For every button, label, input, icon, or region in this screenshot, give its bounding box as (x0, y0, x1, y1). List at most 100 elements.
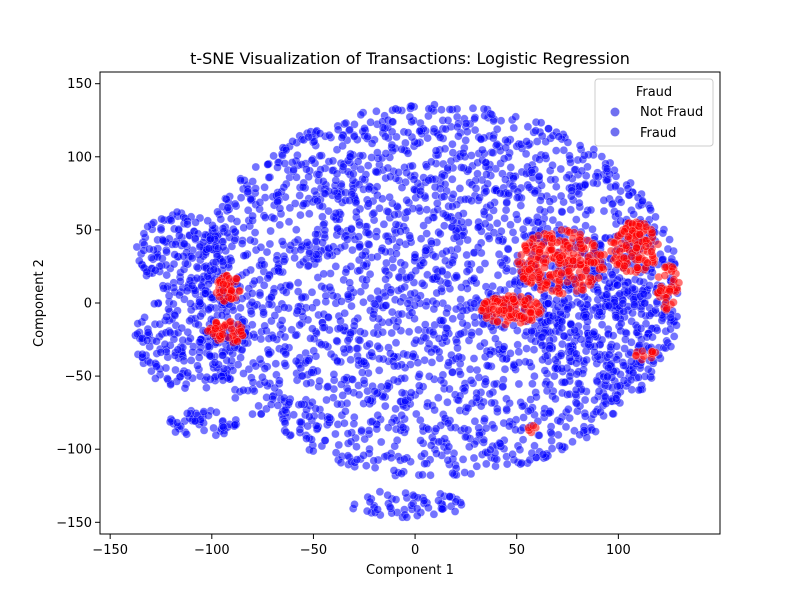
point-not-fraud (354, 390, 364, 399)
point-not-fraud (194, 353, 204, 362)
point-not-fraud (473, 169, 482, 179)
point-fraud (569, 256, 578, 265)
point-fraud (508, 295, 518, 304)
point-not-fraud (258, 373, 267, 382)
point-not-fraud (264, 300, 274, 309)
point-not-fraud (312, 421, 321, 430)
point-not-fraud (171, 427, 180, 437)
point-not-fraud (389, 466, 399, 475)
point-not-fraud (364, 240, 374, 249)
point-not-fraud (194, 320, 203, 329)
point-not-fraud (299, 199, 309, 209)
point-not-fraud (396, 297, 405, 306)
point-not-fraud (273, 197, 282, 207)
point-not-fraud (493, 404, 502, 414)
point-not-fraud (506, 349, 515, 358)
point-not-fraud (280, 332, 290, 342)
point-not-fraud (470, 417, 480, 426)
point-not-fraud (275, 220, 284, 230)
point-fraud (493, 317, 502, 326)
point-not-fraud (236, 303, 245, 313)
point-fraud (578, 285, 588, 295)
point-not-fraud (481, 219, 490, 229)
point-not-fraud (302, 434, 311, 443)
point-not-fraud (293, 235, 303, 245)
point-not-fraud (180, 239, 189, 249)
point-not-fraud (504, 245, 513, 254)
point-not-fraud (475, 265, 485, 274)
point-not-fraud (461, 119, 471, 128)
point-not-fraud (324, 312, 333, 322)
point-not-fraud (416, 234, 426, 243)
point-not-fraud (440, 192, 449, 201)
point-not-fraud (429, 510, 439, 519)
point-not-fraud (463, 403, 473, 413)
point-not-fraud (387, 127, 397, 137)
point-not-fraud (337, 297, 346, 306)
point-fraud (519, 274, 528, 283)
point-fraud (577, 272, 586, 282)
point-fraud (557, 225, 566, 235)
point-not-fraud (308, 398, 317, 407)
point-not-fraud (427, 347, 436, 357)
point-not-fraud (554, 132, 563, 141)
point-not-fraud (480, 338, 489, 348)
point-not-fraud (375, 487, 385, 496)
legend: Fraud Not Fraud Fraud (594, 78, 714, 147)
point-not-fraud (321, 189, 330, 198)
point-not-fraud (400, 260, 409, 270)
point-not-fraud (504, 189, 513, 198)
point-not-fraud (287, 325, 296, 334)
point-not-fraud (331, 448, 341, 457)
point-not-fraud (274, 266, 283, 276)
point-not-fraud (239, 386, 248, 395)
point-not-fraud (458, 306, 468, 315)
point-not-fraud (544, 124, 553, 133)
point-not-fraud (271, 359, 280, 368)
point-not-fraud (618, 299, 627, 308)
point-not-fraud (588, 225, 597, 234)
point-not-fraud (509, 174, 518, 183)
point-not-fraud (347, 301, 356, 311)
point-not-fraud (339, 344, 348, 354)
point-not-fraud (636, 324, 646, 333)
point-not-fraud (576, 335, 585, 344)
point-not-fraud (556, 164, 565, 174)
point-not-fraud (209, 265, 219, 274)
point-not-fraud (254, 401, 263, 411)
point-not-fraud (412, 409, 421, 419)
point-not-fraud (602, 290, 611, 299)
point-not-fraud (581, 412, 590, 421)
point-not-fraud (345, 152, 355, 162)
point-not-fraud (590, 348, 599, 357)
point-not-fraud (295, 191, 304, 200)
point-not-fraud (162, 247, 171, 257)
point-not-fraud (626, 375, 636, 385)
chart-title: t-SNE Visualization of Transactions: Log… (190, 49, 630, 68)
point-not-fraud (336, 323, 345, 333)
point-not-fraud (333, 224, 342, 233)
point-not-fraud (260, 281, 269, 290)
point-not-fraud (566, 205, 575, 215)
point-fraud (529, 421, 538, 430)
point-not-fraud (343, 429, 353, 438)
point-not-fraud (297, 293, 306, 302)
point-not-fraud (346, 437, 356, 446)
point-not-fraud (163, 374, 172, 383)
point-not-fraud (307, 156, 316, 165)
point-not-fraud (339, 162, 348, 172)
point-not-fraud (440, 333, 449, 342)
point-not-fraud (182, 286, 192, 295)
x-tick-label: −50 (300, 543, 327, 558)
point-not-fraud (359, 451, 368, 460)
point-not-fraud (341, 407, 350, 416)
point-not-fraud (432, 272, 442, 282)
point-not-fraud (195, 297, 204, 307)
point-not-fraud (341, 268, 350, 277)
point-not-fraud (474, 223, 483, 232)
point-not-fraud (178, 336, 188, 345)
point-not-fraud (216, 214, 226, 224)
point-not-fraud (665, 235, 674, 244)
point-not-fraud (457, 283, 466, 292)
point-not-fraud (288, 137, 297, 146)
